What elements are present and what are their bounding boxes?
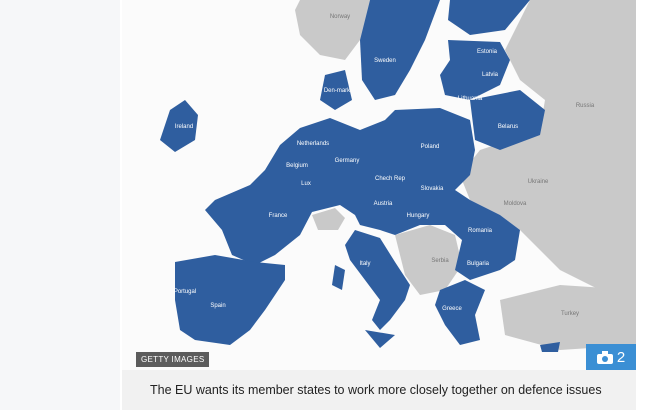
map-label: Ukraine [528, 179, 549, 185]
article-figure: Norway Sweden Estonia Latvia Lithuania D… [122, 0, 636, 410]
map-label: France [269, 213, 288, 219]
map-label: Sweden [374, 58, 396, 64]
map-label: Belarus [498, 124, 518, 130]
map-label: Spain [210, 303, 225, 309]
map-label: Norway [330, 14, 350, 20]
map-label: Greece [442, 306, 462, 312]
map-label: Moldova [504, 201, 527, 207]
map-label: Netherlands [297, 141, 329, 147]
image-credit: GETTY IMAGES [136, 352, 210, 367]
map-label: Turkey [561, 311, 579, 317]
map-label: Poland [421, 144, 440, 150]
map-label: Austria [374, 201, 393, 207]
map-label: Bulgaria [467, 261, 490, 267]
map-label: Germany [335, 158, 360, 164]
map-label: Estonia [477, 49, 498, 55]
map-label: Slovakia [421, 186, 444, 192]
map-label: Chech Rep [375, 176, 406, 182]
map-label: Portugal [174, 289, 196, 295]
map-label: Russia [576, 103, 595, 109]
map-label: Ireland [175, 124, 193, 130]
map-labels: Norway Sweden Estonia Latvia Lithuania D… [174, 14, 595, 317]
photo-count: 2 [616, 348, 626, 366]
map-label: Romania [468, 228, 493, 234]
map-label: Serbia [431, 258, 449, 264]
gallery-count[interactable]: 2 [586, 344, 636, 370]
europe-map: Norway Sweden Estonia Latvia Lithuania D… [122, 0, 636, 370]
map-label: Latvia [482, 72, 499, 78]
map-label: Hungary [407, 213, 430, 219]
map-label: Italy [359, 261, 370, 267]
sidebar [0, 0, 120, 410]
map-label: Lithuania [458, 96, 483, 102]
map-label: Lux [301, 181, 311, 187]
camera-icon [596, 350, 613, 364]
map-label: Belgium [286, 163, 308, 169]
image-caption: The EU wants its member states to work m… [122, 370, 636, 410]
map-label: Den-mark [324, 88, 351, 94]
